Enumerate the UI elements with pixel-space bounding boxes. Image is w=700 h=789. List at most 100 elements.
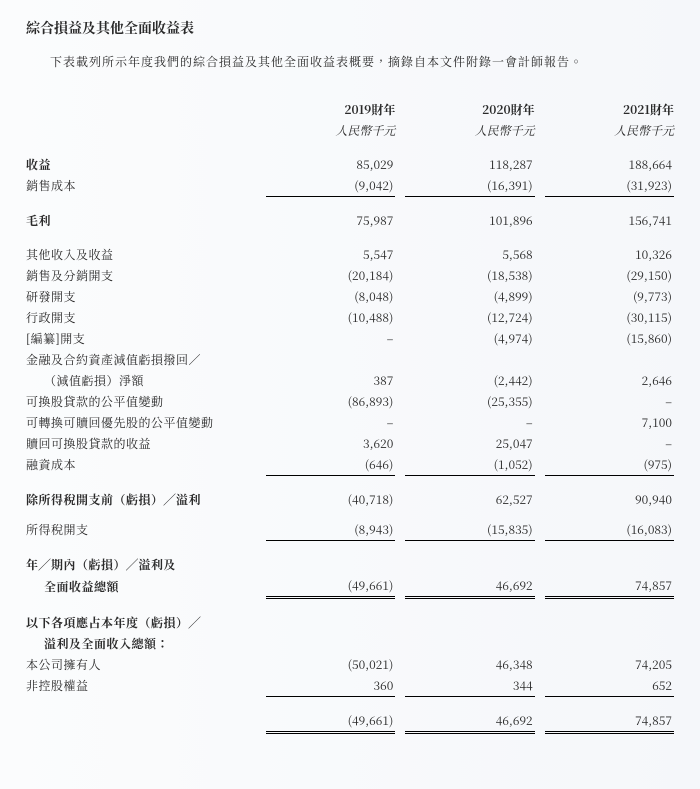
gap <box>395 519 405 541</box>
row-conv-loan-fv: 可換股貸款的公平值變動(86,893)(25,355)– <box>26 391 674 412</box>
label-conv-loan-fv: 可換股貸款的公平值變動 <box>26 391 256 412</box>
row-cost-of-sales: 銷售成本(9,042)(16,391)(31,923) <box>26 175 674 197</box>
gap <box>256 654 266 675</box>
val-owners-1: 46,348 <box>405 654 534 675</box>
val-redacted-exp-1: (4,974) <box>405 328 534 349</box>
gap <box>256 307 266 328</box>
val-pref-fv-1: – <box>405 412 534 433</box>
val-total-2-2: 74,857 <box>545 575 674 598</box>
val-attrib-2-2 <box>545 633 674 654</box>
row-admin-exp: 行政開支(10,488)(12,724)(30,115) <box>26 307 674 328</box>
gap <box>535 99 545 120</box>
val-other-income-1: 5,568 <box>405 244 534 265</box>
label-rd-exp: 研發開支 <box>26 286 256 307</box>
row-gross-profit: 毛利75,987101,896156,741 <box>26 210 674 231</box>
val-conv-loan-fv-0: (86,893) <box>266 391 395 412</box>
gap <box>395 654 405 675</box>
gap <box>395 154 405 175</box>
label-pbt: 除所得稅開支前（虧損）╱溢利 <box>26 489 256 510</box>
val-rd-exp-1: (4,899) <box>405 286 534 307</box>
gap <box>395 349 405 370</box>
col-unit-2: 人民幣千元 <box>545 120 674 141</box>
val-attrib-2-1 <box>405 633 534 654</box>
label-owners: 本公司擁有人 <box>26 654 256 675</box>
gap <box>256 265 266 286</box>
income-statement-table: 2019財年2020財年2021財年人民幣千元人民幣千元人民幣千元收益85,02… <box>26 99 674 734</box>
val-admin-exp-1: (12,724) <box>405 307 534 328</box>
gap <box>535 120 545 141</box>
section-title: 綜合損益及其他全面收益表 <box>26 18 674 39</box>
gap <box>395 554 405 575</box>
val-nci-2: 652 <box>545 675 674 697</box>
row-redeem-gain: 贖回可換股貸款的收益3,62025,047– <box>26 433 674 454</box>
gap <box>395 675 405 697</box>
gap <box>535 175 545 197</box>
label-admin-exp: 行政開支 <box>26 307 256 328</box>
col-unit-1: 人民幣千元 <box>405 120 534 141</box>
val-cost-of-sales-1: (16,391) <box>405 175 534 197</box>
val-admin-exp-0: (10,488) <box>266 307 395 328</box>
val-gross-profit-0: 75,987 <box>266 210 395 231</box>
row-attrib-1: 以下各項應占本年度（虧損）╱ <box>26 612 674 633</box>
gap <box>535 349 545 370</box>
val-selling-exp-0: (20,184) <box>266 265 395 286</box>
val-pbt-2: 90,940 <box>545 489 674 510</box>
label-redacted-exp: [編纂]開支 <box>26 328 256 349</box>
label-other-income: 其他收入及收益 <box>26 244 256 265</box>
val-total-1-2 <box>545 554 674 575</box>
label-pref-fv: 可轉換可贖回優先股的公平值變動 <box>26 412 256 433</box>
gap <box>256 519 266 541</box>
val-redeem-gain-1: 25,047 <box>405 433 534 454</box>
gap <box>395 328 405 349</box>
label-impairment-2: （減值虧損）淨額 <box>26 370 256 391</box>
val-nci-1: 344 <box>405 675 534 697</box>
val-impairment-2-2: 2,646 <box>545 370 674 391</box>
page: 綜合損益及其他全面收益表 下表載列所示年度我們的綜合損益及其他全面收益表概要，摘… <box>0 0 700 789</box>
val-other-income-2: 10,326 <box>545 244 674 265</box>
label-impairment-1: 金融及合約資產減值虧損撥回／ <box>26 349 256 370</box>
gap <box>256 154 266 175</box>
val-conv-loan-fv-2: – <box>545 391 674 412</box>
val-rd-exp-2: (9,773) <box>545 286 674 307</box>
label-cost-of-sales: 銷售成本 <box>26 175 256 197</box>
blank <box>26 99 256 120</box>
val-cost-of-sales-2: (31,923) <box>545 175 674 197</box>
val-impairment-1-0 <box>266 349 395 370</box>
val-pref-fv-0: – <box>266 412 395 433</box>
gap <box>535 489 545 510</box>
gap <box>256 328 266 349</box>
gap <box>395 120 405 141</box>
val-redeem-gain-2: – <box>545 433 674 454</box>
intro-text: 下表載列所示年度我們的綜合損益及其他全面收益表概要，摘錄自本文件附錄一會計師報告… <box>26 53 674 71</box>
gap <box>256 554 266 575</box>
row-selling-exp: 銷售及分銷開支(20,184)(18,538)(29,150) <box>26 265 674 286</box>
gap <box>395 244 405 265</box>
gap <box>535 633 545 654</box>
gap <box>535 244 545 265</box>
val-owners-2: 74,205 <box>545 654 674 675</box>
val-selling-exp-1: (18,538) <box>405 265 534 286</box>
row-redacted-exp: [編纂]開支–(4,974)(15,860) <box>26 328 674 349</box>
col-unit-0: 人民幣千元 <box>266 120 395 141</box>
label-tax: 所得稅開支 <box>26 519 256 541</box>
row-impairment-1: 金融及合約資產減值虧損撥回／ <box>26 349 674 370</box>
val-pbt-1: 62,527 <box>405 489 534 510</box>
label-total-1: 年╱期內（虧損）╱溢利及 <box>26 554 256 575</box>
label-finance-cost: 融資成本 <box>26 454 256 476</box>
gap <box>535 412 545 433</box>
val-tax-2: (16,083) <box>545 519 674 541</box>
gap <box>535 265 545 286</box>
label-nci: 非控股權益 <box>26 675 256 697</box>
gap <box>256 210 266 231</box>
gap <box>395 99 405 120</box>
row-nci: 非控股權益360344652 <box>26 675 674 697</box>
gap <box>256 612 266 633</box>
val-impairment-1-2 <box>545 349 674 370</box>
gap <box>256 454 266 476</box>
row-revenue: 收益85,029118,287188,664 <box>26 154 674 175</box>
gap <box>256 675 266 697</box>
spacer <box>26 510 674 519</box>
val-finance-cost-2: (975) <box>545 454 674 476</box>
gap <box>535 154 545 175</box>
gap <box>395 489 405 510</box>
